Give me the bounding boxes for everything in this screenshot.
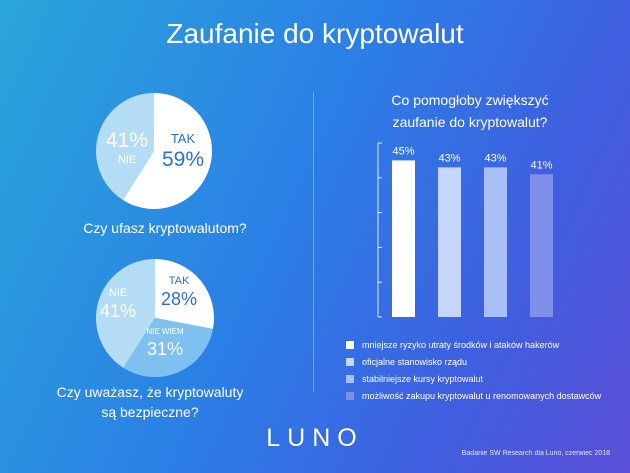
pie-trust-nie-value: 41% <box>105 129 149 152</box>
pie-safety-label-nie: NIE 41% <box>98 287 138 321</box>
bar-1 <box>392 160 415 317</box>
pie-trust-tak-value: 59% <box>161 148 205 171</box>
pie-safety-svg <box>95 259 214 377</box>
vertical-divider <box>313 92 314 392</box>
pie-safety-tak-value: 28% <box>160 289 198 309</box>
pie-safety-nie-wiem-text: NIE WIEM <box>146 327 184 336</box>
bar-value-label-2: 43% <box>438 152 460 164</box>
pie-safety-slice-nie-wiem <box>123 318 213 377</box>
pie-trust-label-tak: TAK 59% <box>159 132 207 170</box>
pie-trust-question: Czy ufasz kryptowalutom? <box>83 220 247 236</box>
legend-item-3: stabilniejsze kursy kryptowalut <box>346 370 601 387</box>
pie-safety-question-line1: Czy uważasz, że kryptowaluty <box>56 384 244 400</box>
bar-4 <box>530 174 553 317</box>
pie-safety-nie-text: NIE <box>108 287 128 299</box>
bar-2 <box>438 167 461 317</box>
pie-safety-question-line2: są bezpieczne? <box>101 404 199 421</box>
pie-trust-slice-nie <box>95 93 154 200</box>
legend-swatch-1 <box>346 340 354 349</box>
legend-swatch-3 <box>346 374 354 383</box>
legend-item-2: oficjalne stanowisko rządu <box>346 353 601 370</box>
chart-title: Co pomogłoby zwiększyć zaufanie do krypt… <box>340 90 600 133</box>
pie-safety-nie-value: 41% <box>99 301 137 321</box>
pie-trust-nie-text: NIE <box>117 154 137 166</box>
legend-item-1: mniejsze ryzyko utraty środków i ataków … <box>346 336 601 353</box>
luno-logo: LUNO <box>266 424 364 452</box>
pie-safety-nie-wiem-value: 31% <box>146 339 184 359</box>
bar-value-label-1: 45% <box>392 145 414 157</box>
pie-safety: TAK 28% NIE WIEM 31% NIE 41% <box>95 258 215 378</box>
pie-safety-label-nie-wiem: NIE WIEM 31% <box>141 327 189 359</box>
pie-safety-slice-nie <box>95 259 155 368</box>
legend-swatch-2 <box>346 357 354 366</box>
pie-safety-label-tak: TAK 28% <box>157 275 201 309</box>
legend-label-3: stabilniejsze kursy kryptowalut <box>362 373 484 384</box>
bar-3 <box>484 167 507 317</box>
pie-trust: TAK 59% 41% NIE <box>95 92 213 210</box>
chart-legend: mniejsze ryzyko utraty środków i ataków … <box>346 336 601 404</box>
pie-trust-svg <box>95 93 212 209</box>
legend-swatch-4 <box>346 391 354 400</box>
legend-label-2: oficjalne stanowisko rządu <box>362 356 468 367</box>
pie-trust-label-nie: 41% NIE <box>101 130 153 166</box>
bar-value-label-3: 43% <box>484 152 506 164</box>
source-note: Badanie SW Research dla Luno, czerwiec 2… <box>461 450 610 457</box>
pie-safety-tak-text: TAK <box>168 275 190 287</box>
legend-item-4: możliwość zakupu kryptowalut u renomowan… <box>346 387 601 404</box>
chart-title-line2: zaufanie do kryptowalut? <box>392 113 548 130</box>
bar-value-label-4: 41% <box>530 159 552 171</box>
pie-trust-tak-text: TAK <box>170 131 196 146</box>
pie-trust-slice-tak <box>122 93 212 209</box>
pie-safety-question: Czy uważasz, że kryptowaluty są bezpiecz… <box>20 382 280 423</box>
chart-title-line1: Co pomogłoby zwiększyć <box>391 92 549 108</box>
legend-label-1: mniejsze ryzyko utraty środków i ataków … <box>362 339 560 350</box>
legend-label-4: możliwość zakupu kryptowalut u renomowan… <box>362 390 602 401</box>
page-title: Zaufanie do kryptowalut <box>166 18 464 49</box>
pie-safety-slice-tak <box>155 259 214 330</box>
